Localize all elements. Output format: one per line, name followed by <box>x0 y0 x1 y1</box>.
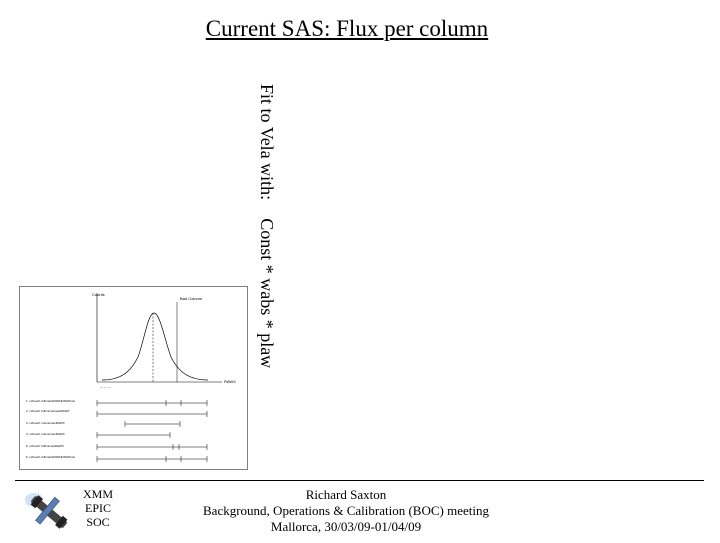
org-line: SOC <box>86 515 110 529</box>
satellite-end <box>55 515 68 529</box>
marker-label: Bad Column <box>180 296 202 301</box>
range-row-label: 1. ccfrow3: full/maxRAWX/RAWXmin <box>26 399 75 403</box>
fit-description: Fit to Vela with: Const * wabs * plaw <box>253 84 281 368</box>
slide-title: Current SAS: Flux per column <box>205 16 489 41</box>
figure-canvas: Counts Bad Column RAWX — — — 1. ccfrow3:… <box>26 292 236 462</box>
range-row-label: 3. ccfrow3: minus/maxRAWX <box>26 421 65 425</box>
tick-label: — — — <box>100 385 111 389</box>
range-row-label: 4. ccfrow3: minus/maxRAWX <box>26 432 65 436</box>
solar-panel <box>35 496 60 525</box>
satellite-end <box>30 495 43 509</box>
footer-credit: Richard Saxton Background, Operations & … <box>186 487 506 535</box>
range-row-ticks <box>96 400 208 462</box>
column-flux-figure: Counts Bad Column RAWX — — — 1. ccfrow3:… <box>19 286 248 470</box>
range-row-label: 5. ccfrow3: full/minus/RAWX <box>26 444 64 448</box>
y-axis-label: Counts <box>92 292 105 297</box>
profile-curve <box>101 312 209 381</box>
x-axis-label: RAWX <box>224 379 236 384</box>
range-row-label: 6. ccfrow3: full/maxRAWX/RAWXmin <box>26 455 75 459</box>
org-line: EPIC <box>84 501 111 515</box>
range-rows: 1. ccfrow3: full/maxRAWX/RAWXmin 2. ccfr… <box>26 399 208 462</box>
author-name: Richard Saxton <box>305 487 387 502</box>
org-line: XMM <box>82 487 113 501</box>
meeting-place-date: Mallorca, 30/03/09-01/04/09 <box>270 519 422 534</box>
model-line: Const * wabs * plaw <box>257 218 277 369</box>
fit-line: Fit to Vela with: <box>257 84 277 219</box>
footer-divider <box>15 480 704 481</box>
meeting-name: Background, Operations & Calibration (BO… <box>203 503 489 518</box>
xmm-satellite-logo <box>20 486 78 538</box>
satellite-icon <box>25 493 68 529</box>
range-row-label: 2. ccfrow3: full/minus/maxRAWX <box>26 409 69 413</box>
